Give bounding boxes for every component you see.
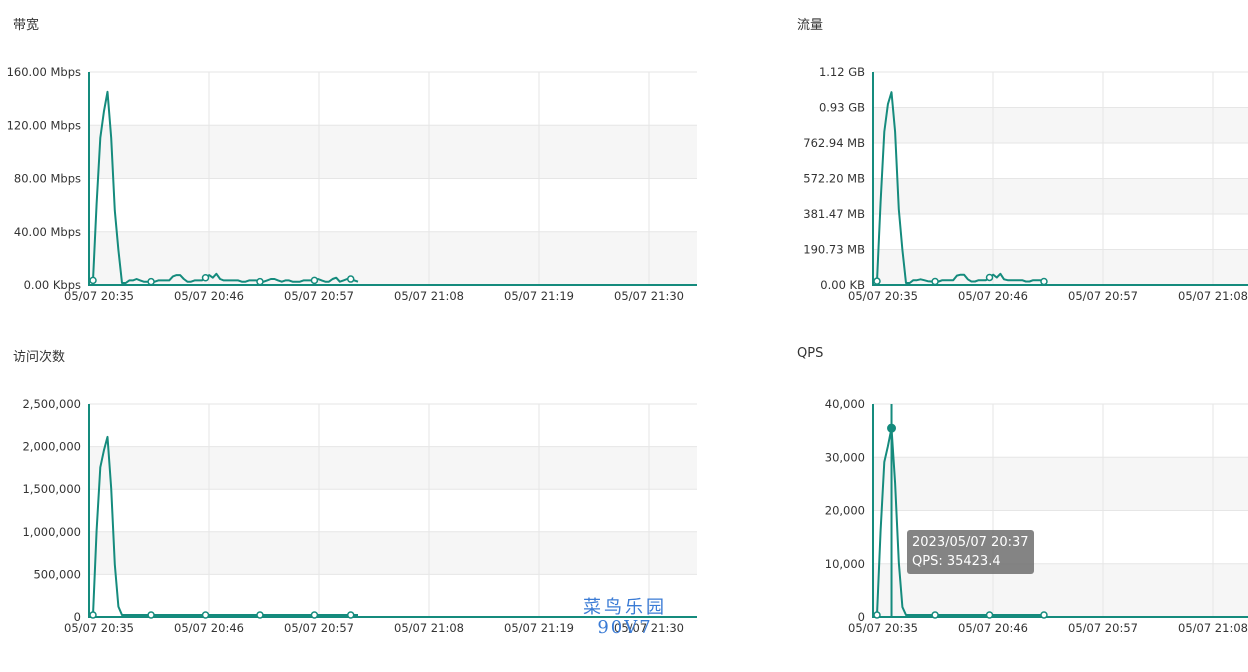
qps-point [931, 611, 939, 619]
watermark-line2: 90V7 [597, 617, 653, 638]
traffic-grid-band [873, 107, 1248, 143]
bandwidth-grid-band [89, 125, 697, 179]
visits-xtick-label: 05/07 20:57 [284, 621, 354, 635]
qps-xtick-label: 05/07 20:57 [1068, 621, 1138, 635]
bandwidth-point [147, 277, 155, 286]
visits-xtick-label: 05/07 21:19 [504, 621, 574, 635]
traffic-grid-band [873, 178, 1248, 214]
qps-grid-band [873, 457, 1248, 511]
traffic-ytick-label: 0.93 GB [819, 101, 865, 115]
qps-xtick-label: 05/07 20:35 [848, 621, 918, 635]
bandwidth-point [89, 276, 97, 285]
qps-point [873, 611, 881, 619]
qps-series-line [876, 427, 1044, 616]
bandwidth-xtick-label: 05/07 21:08 [394, 289, 464, 303]
bandwidth-ytick-label: 160.00 Mbps [7, 65, 81, 79]
qps-ytick-label: 10,000 [825, 557, 865, 571]
bandwidth-xtick-label: 05/07 21:19 [504, 289, 574, 303]
chart-title-bandwidth: 带宽 [13, 18, 40, 33]
visits-ytick-label: 1,500,000 [22, 482, 81, 496]
tooltip-time: 2023/05/07 20:37 [912, 535, 1029, 550]
qps-tooltip: 2023/05/07 20:37 QPS: 35423.4 [907, 530, 1034, 574]
qps-ytick-label: 0 [858, 610, 865, 624]
visits-xtick-label: 05/07 21:08 [394, 621, 464, 635]
visits-xtick-label: 05/07 20:46 [174, 621, 244, 635]
visits-ytick-label: 2,000,000 [22, 440, 81, 454]
visits-point [147, 611, 155, 619]
watermark-line1: 菜鸟乐园 [583, 597, 667, 618]
chart-title-traffic: 流量 [797, 18, 824, 33]
visits-xtick-label: 05/07 20:35 [64, 621, 134, 635]
chart-title-visits: 访问次数 [13, 350, 66, 365]
chart-title-qps: QPS [797, 346, 824, 361]
traffic-point [873, 277, 881, 285]
qps-xtick-label: 05/07 20:46 [958, 621, 1028, 635]
visits-grid-band [89, 446, 697, 490]
visits-point [346, 611, 355, 619]
visits-grid-band [89, 531, 697, 575]
visits-point [89, 611, 97, 619]
tooltip-value: QPS: 35423.4 [912, 554, 1001, 569]
traffic-xtick-label: 05/07 20:46 [958, 289, 1028, 303]
traffic-ytick-label: 572.20 MB [803, 172, 865, 186]
traffic-ytick-label: 381.47 MB [803, 207, 865, 221]
traffic-xtick-label: 05/07 20:35 [848, 289, 918, 303]
visits-ytick-label: 2,500,000 [22, 397, 81, 411]
visits-xtick-label: 05/07 21:30 [614, 621, 684, 635]
visits-ytick-label: 0 [74, 610, 81, 624]
visits-ytick-label: 1,000,000 [22, 525, 81, 539]
traffic-point [985, 273, 994, 282]
traffic-series-line [876, 91, 1045, 284]
qps-xtick-label: 05/07 21:08 [1178, 621, 1248, 635]
traffic-ytick-label: 1.12 GB [819, 65, 865, 79]
traffic-ytick-label: 190.73 MB [803, 243, 865, 257]
qps-hover-point [887, 423, 897, 433]
traffic-point [1040, 277, 1048, 286]
traffic-point [931, 277, 939, 286]
bandwidth-point [256, 277, 264, 286]
visits-point [201, 611, 210, 619]
bandwidth-grid-band [89, 231, 697, 285]
traffic-xtick-label: 05/07 21:08 [1178, 289, 1248, 303]
traffic-grid-band [873, 249, 1248, 285]
traffic-xtick-label: 05/07 20:57 [1068, 289, 1138, 303]
visits-point [310, 611, 319, 619]
bandwidth-ytick-label: 40.00 Mbps [14, 225, 81, 239]
qps-point [1040, 611, 1048, 619]
bandwidth-point [346, 275, 355, 283]
bandwidth-point [201, 273, 210, 282]
qps-ytick-label: 30,000 [825, 450, 865, 464]
traffic-ytick-label: 762.94 MB [803, 136, 865, 150]
visits-ytick-label: 500,000 [33, 567, 81, 581]
bandwidth-xtick-label: 05/07 21:30 [614, 289, 684, 303]
traffic-ytick-label: 0.00 KB [820, 278, 865, 292]
qps-ytick-label: 20,000 [825, 504, 865, 518]
bandwidth-xtick-label: 05/07 20:35 [64, 289, 134, 303]
bandwidth-ytick-label: 80.00 Mbps [14, 172, 81, 186]
bandwidth-ytick-label: 0.00 Kbps [24, 278, 81, 292]
bandwidth-xtick-label: 05/07 20:57 [284, 289, 354, 303]
bandwidth-ytick-label: 120.00 Mbps [7, 118, 81, 132]
watermark: 菜鸟乐园 90V7 [577, 598, 673, 638]
qps-ytick-label: 40,000 [825, 397, 865, 411]
bandwidth-point [310, 276, 319, 285]
bandwidth-xtick-label: 05/07 20:46 [174, 289, 244, 303]
visits-point [256, 611, 264, 619]
qps-point [985, 611, 994, 619]
